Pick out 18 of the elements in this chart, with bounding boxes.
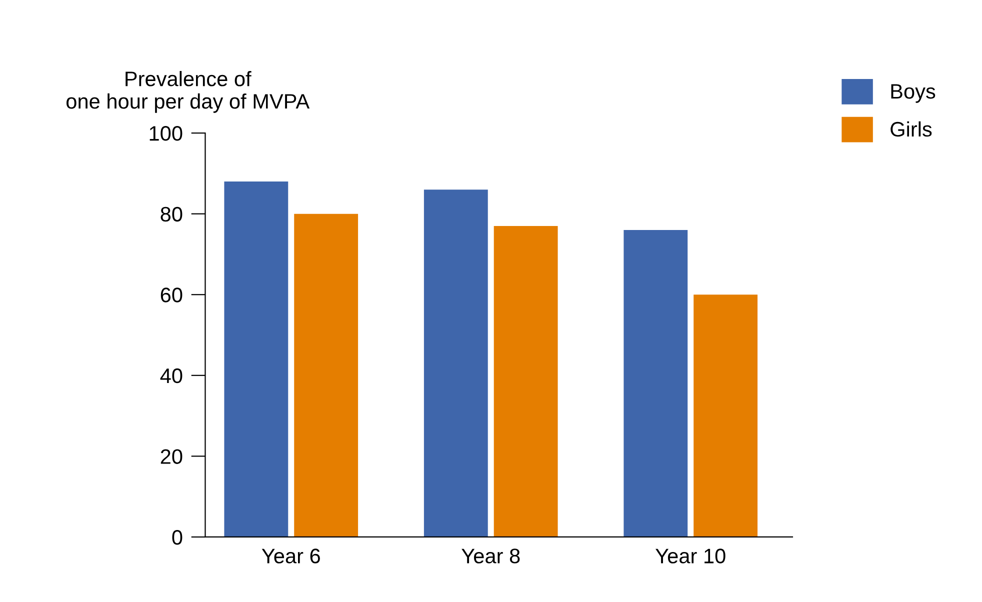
bar bbox=[694, 294, 758, 537]
legend-label: Boys bbox=[891, 84, 936, 103]
x-tick-label: Year 6 bbox=[262, 548, 320, 564]
bar bbox=[494, 226, 558, 537]
bar bbox=[624, 230, 688, 537]
bar bbox=[224, 182, 288, 537]
y-tick-label: 20 bbox=[160, 449, 182, 464]
y-axis-title: Prevalence of one hour per day of MVPA bbox=[66, 70, 310, 113]
y-tick-label: 80 bbox=[160, 206, 182, 222]
y-tick-label: 60 bbox=[160, 288, 182, 302]
y-tick-label: 100 bbox=[150, 126, 182, 141]
y-tick-label: 0 bbox=[172, 530, 182, 545]
legend-label: Girls bbox=[890, 121, 932, 137]
bar bbox=[424, 190, 488, 537]
y-tick-label: 40 bbox=[160, 368, 182, 384]
x-tick-label: Year 8 bbox=[462, 548, 520, 564]
bar bbox=[294, 214, 358, 537]
x-tick-label: Year 10 bbox=[656, 548, 726, 564]
